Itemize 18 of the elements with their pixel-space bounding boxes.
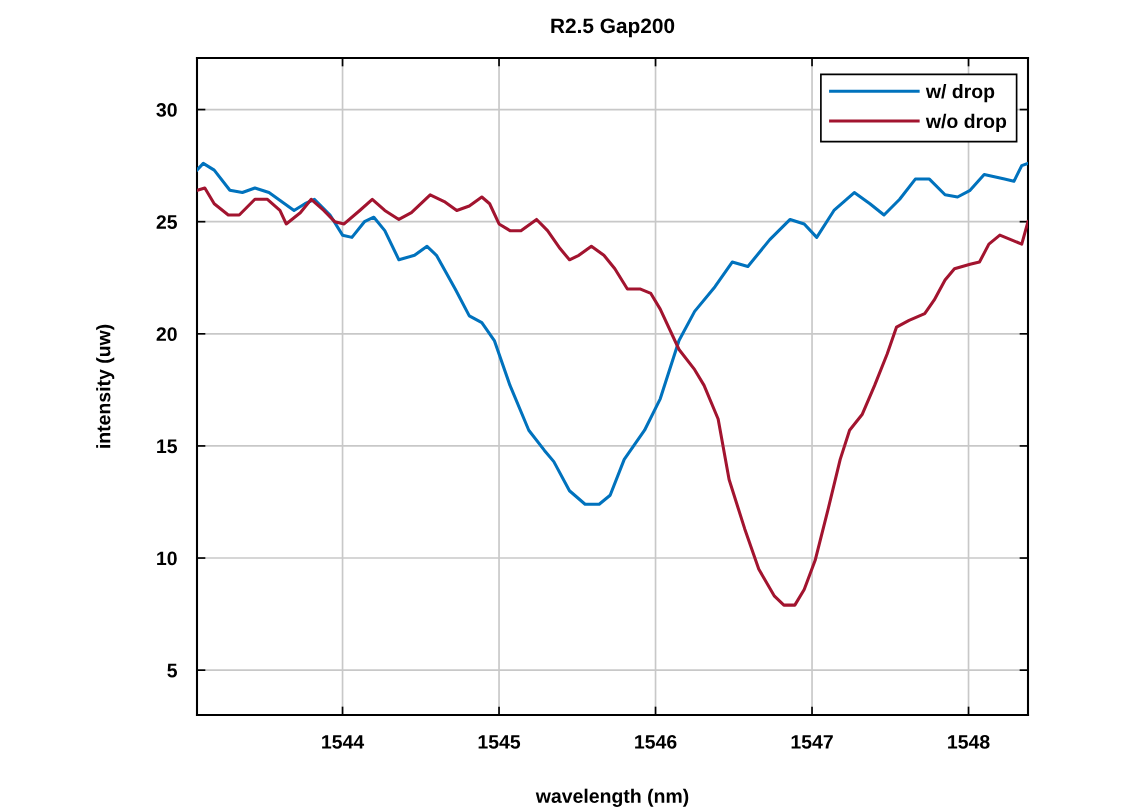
line-series — [197, 161, 1028, 506]
y-axis-title: intensity (uw) — [96, 324, 115, 448]
y-tick-label: 20 — [156, 327, 177, 342]
x-tick-label: 1546 — [635, 734, 677, 749]
x-tick-label: 1547 — [791, 735, 833, 749]
x-tick-label: 1544 — [322, 735, 365, 749]
line-series — [197, 186, 1028, 607]
legend-label: w/o drop — [925, 113, 1007, 132]
y-tick-label: 5 — [167, 663, 178, 678]
x-tick-label: 1545 — [478, 735, 521, 749]
x-axis-title: wavelength (nm) — [535, 788, 689, 807]
y-tick-label: 10 — [157, 551, 177, 566]
y-tick-label: 15 — [157, 439, 178, 454]
legend-label: w/ drop — [925, 84, 995, 103]
chart-title: R2.5 Gap200 — [551, 18, 675, 38]
y-tick-label: 30 — [156, 103, 177, 117]
y-tick-label: 25 — [156, 215, 178, 229]
x-tick-label: 1548 — [948, 734, 990, 749]
